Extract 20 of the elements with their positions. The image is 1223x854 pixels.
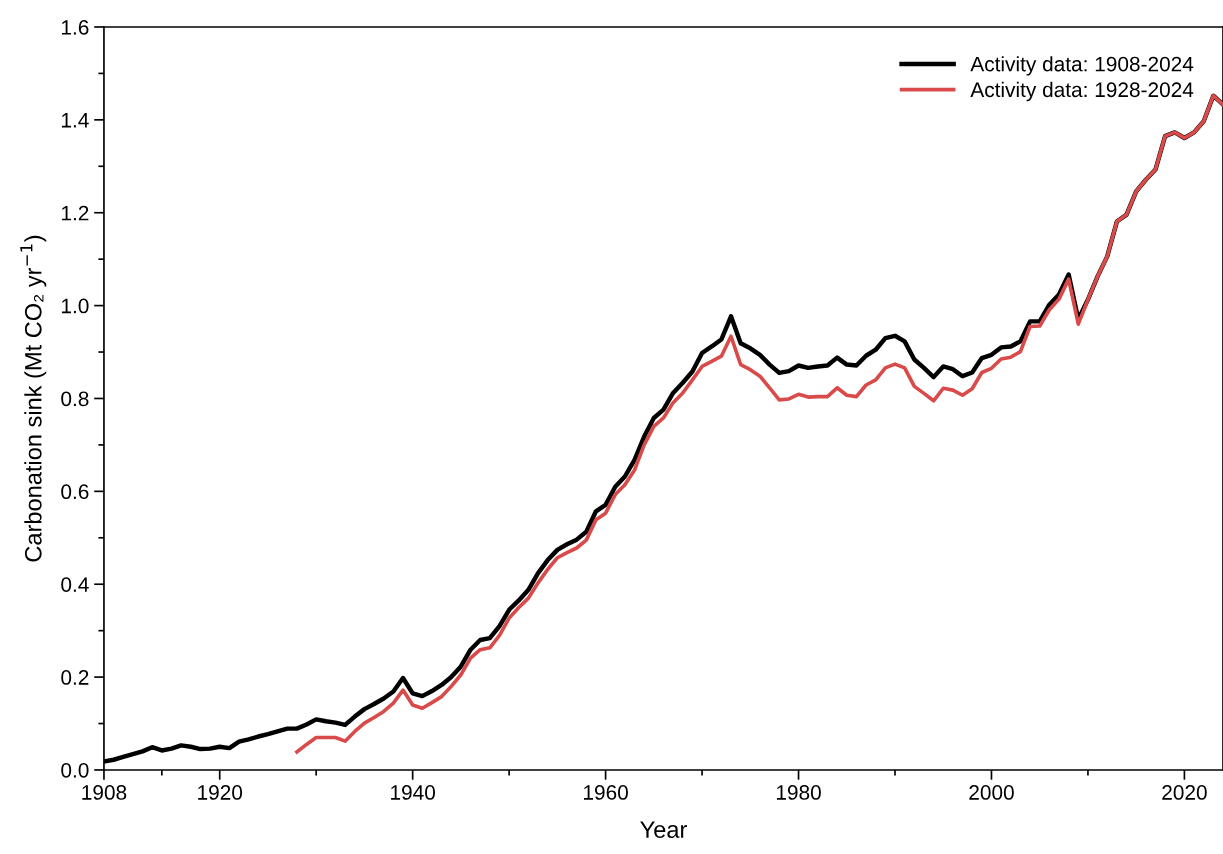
x-tick-label: 2000 bbox=[969, 785, 1014, 800]
x-tick-label: 1940 bbox=[391, 785, 436, 800]
x-tick-label: 1980 bbox=[776, 785, 821, 800]
legend-label: Activity data: 1908-2024 bbox=[970, 56, 1194, 76]
y-axis-title: Carbonation sink (Mt CO₂ yr$^{−1}$) bbox=[20, 235, 47, 562]
y-tick-label: 1.0 bbox=[62, 298, 89, 314]
x-tick-label: 1908 bbox=[82, 785, 127, 800]
x-tick-label: 1920 bbox=[198, 785, 243, 800]
y-tick-label: 0.0 bbox=[61, 762, 89, 778]
y-tick-label: 1.2 bbox=[62, 205, 89, 221]
y-tick-label: 0.4 bbox=[61, 577, 89, 592]
x-tick-label: 2020 bbox=[1162, 785, 1207, 800]
legend-label: Activity data: 1928-2024 bbox=[970, 81, 1194, 102]
x-tick-label: 1960 bbox=[584, 785, 628, 800]
y-tick-label: 0.8 bbox=[61, 391, 89, 407]
y-tick-label: 1.6 bbox=[62, 19, 89, 35]
y-tick-label: 0.2 bbox=[61, 670, 89, 685]
y-tick-label: 1.4 bbox=[62, 113, 89, 128]
x-axis-title: Year bbox=[640, 821, 687, 838]
y-tick-label: 0.6 bbox=[61, 484, 89, 500]
